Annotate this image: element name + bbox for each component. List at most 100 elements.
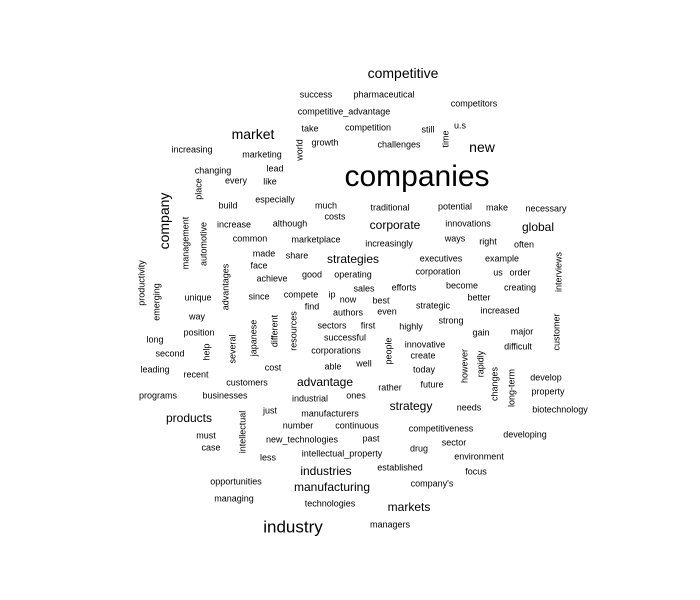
word: changes [489,366,500,402]
word: ip [328,289,336,300]
word: property [531,386,565,397]
word: customer [551,313,562,351]
word: example [484,253,520,264]
word: increasingly [365,238,413,249]
word: leading [140,364,170,375]
word: increased [480,305,520,316]
word: businesses [202,390,248,401]
word: global [521,220,555,234]
word: automotive [198,221,209,267]
word: marketing [242,149,282,160]
word: just [262,405,278,416]
word: less [259,452,277,463]
word: changing [194,165,232,176]
word: however [459,348,470,384]
word: strategic [415,300,451,311]
word: company's [410,478,454,489]
word: first [360,320,376,331]
word: innovations [445,218,491,229]
word: cost [264,362,282,373]
word: ways [444,233,466,244]
word: efforts [391,282,417,293]
word: highly [399,321,423,332]
word: unique [184,292,212,303]
word: industry [263,517,323,537]
word: emerging [151,283,162,321]
word: must [196,430,216,441]
word: markets [387,500,431,514]
word: major [510,326,534,337]
word: find [304,301,320,312]
word: creating [503,282,537,293]
word: products [165,411,213,425]
word: competitive [367,65,439,81]
word: difficult [504,341,532,352]
word: manufacturing [293,480,371,494]
word: managing [214,493,254,504]
word: innovative [404,339,446,350]
word: good [301,269,323,280]
word: u.s [453,120,467,131]
word: rapidly [475,350,486,378]
word: long [146,334,164,345]
word: sales [353,283,375,294]
word: world [294,139,305,161]
word: challenges [377,139,421,150]
word: technologies [304,498,356,509]
word: now [339,294,357,305]
word: marketplace [291,234,341,245]
word: growth [311,137,339,148]
word: time [440,130,451,148]
word: executives [419,253,463,264]
word: strategies [326,252,380,266]
word: continuous [335,420,379,431]
word: build [218,200,238,211]
word: especially [255,194,295,205]
word: strong [438,315,464,326]
word: different [269,314,280,348]
word: success [299,89,333,100]
word: managers [369,519,411,530]
word: able [324,361,342,372]
word: although [272,218,308,229]
word: share [285,250,309,261]
word: even [377,306,397,317]
word: sector [441,437,467,448]
word: companies [344,160,490,193]
word: become [445,280,479,291]
word: manufacturers [301,408,359,419]
word: competitiveness [408,423,474,434]
word: corporations [311,345,361,356]
word: long-term [506,368,517,408]
word: every [224,175,248,186]
word: customers [226,377,268,388]
word: operating [334,269,372,280]
word: sectors [317,320,347,331]
word: japanese [248,319,259,357]
word: advantages [220,263,231,311]
word: interviews [553,251,564,293]
word: help [201,343,212,361]
word: still [421,124,435,135]
word: much [314,200,338,211]
word: biotechnology [532,404,588,415]
word: compete [283,289,319,300]
word: competitive_advantage [297,106,391,117]
word: developing [503,429,547,440]
word: pharmaceutical [353,89,415,100]
word: corporation [415,266,461,277]
word: make [485,202,509,213]
word: second [155,348,185,359]
word: programs [138,390,178,401]
word: like [263,176,277,187]
word: better [467,292,491,303]
word: take [301,123,319,134]
word: develop [530,372,562,383]
word: new_technologies [265,434,339,445]
word: resources [288,311,299,351]
word: needs [456,402,482,413]
word: achieve [256,273,288,284]
word: order [509,267,531,278]
word: us [493,267,503,278]
